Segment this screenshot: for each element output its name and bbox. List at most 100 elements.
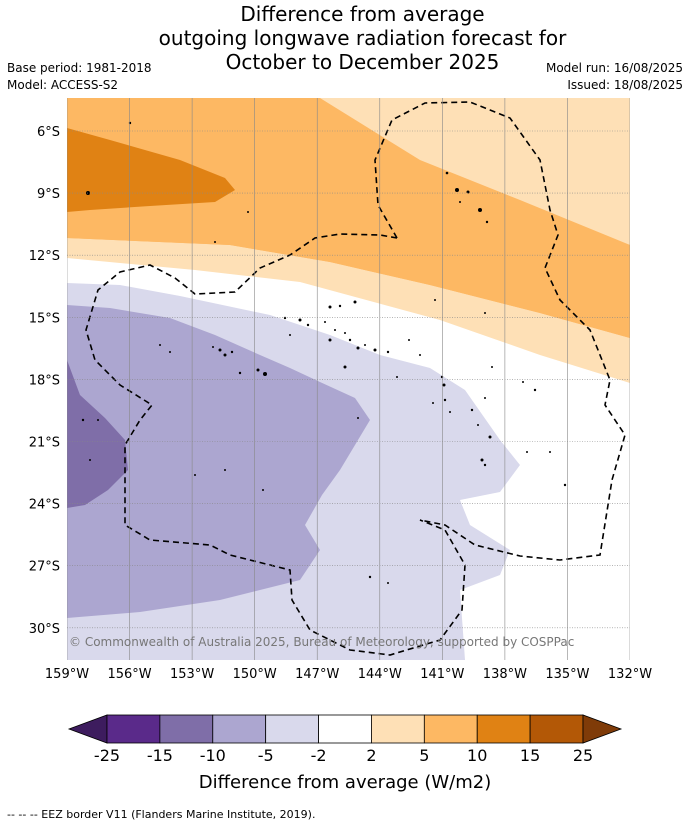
island xyxy=(373,348,377,352)
island xyxy=(459,201,461,203)
colorbar-tick-label: -2 xyxy=(311,746,327,765)
island xyxy=(484,312,486,314)
island xyxy=(549,451,551,453)
island xyxy=(387,582,389,584)
colorbar-high-extension xyxy=(582,714,623,744)
island xyxy=(224,469,226,471)
island xyxy=(526,451,528,453)
island xyxy=(419,354,421,356)
colorbar-segment xyxy=(371,714,425,744)
island xyxy=(483,463,487,467)
island xyxy=(128,121,132,125)
island xyxy=(356,346,360,350)
island xyxy=(466,190,470,194)
island xyxy=(563,483,567,487)
island xyxy=(283,316,287,320)
colorbar: -25 -15 -10 -5 -2 2 5 10 15 25 xyxy=(67,714,623,765)
lon-label: 150°W xyxy=(233,667,277,682)
island xyxy=(353,300,357,304)
model-name: Model: ACCESS-S2 xyxy=(7,78,119,92)
colorbar-tick-label: 5 xyxy=(419,746,429,765)
island xyxy=(432,402,434,404)
lon-label: 132°W xyxy=(608,667,652,682)
island xyxy=(230,350,234,354)
island xyxy=(214,241,216,243)
island xyxy=(289,334,291,336)
lat-label: 18°S xyxy=(29,373,60,388)
colorbar-segment xyxy=(318,714,372,744)
colorbar-segment xyxy=(265,714,319,744)
band-minus-5-to-minus-10 xyxy=(67,305,370,618)
longitude-labels: 159°W 156°W 153°W 150°W 147°W 144°W 141°W 138°W… xyxy=(45,667,652,682)
island xyxy=(97,419,99,421)
issued-date: Issued: 18/08/2025 xyxy=(567,78,683,92)
island xyxy=(449,411,451,413)
island xyxy=(194,474,196,476)
island xyxy=(488,435,492,439)
island xyxy=(306,323,310,327)
colorbar-segment xyxy=(529,714,584,744)
island xyxy=(238,371,242,375)
lat-label: 9°S xyxy=(37,187,60,202)
gridlines xyxy=(67,98,630,660)
lon-label: 138°W xyxy=(483,667,527,682)
island xyxy=(357,417,359,419)
island xyxy=(386,350,390,354)
colorbar-tick-label: -5 xyxy=(258,746,274,765)
island xyxy=(338,304,342,308)
island xyxy=(434,299,436,301)
island xyxy=(298,318,302,322)
title-line-3: October to December 2025 xyxy=(225,50,500,74)
island xyxy=(368,575,372,579)
island xyxy=(262,489,264,491)
island xyxy=(89,459,91,461)
eez-borders xyxy=(85,101,626,656)
lat-label: 24°S xyxy=(29,498,60,513)
map-title: Difference from average outgoing longwav… xyxy=(0,2,690,74)
model-run: Model run: 16/08/2025 xyxy=(545,61,683,75)
colorbar-tick-label: 2 xyxy=(366,746,376,765)
forecast-map: © Commonwealth of Australia 2025, Bureau… xyxy=(29,98,652,793)
island xyxy=(442,383,446,387)
anomaly-field: © Commonwealth of Australia 2025, Bureau… xyxy=(67,98,630,660)
colorbar-segment xyxy=(212,714,267,744)
island xyxy=(445,171,449,175)
island xyxy=(477,424,479,426)
island xyxy=(364,344,366,346)
island xyxy=(480,458,484,462)
lon-label: 135°W xyxy=(545,667,589,682)
island xyxy=(396,376,398,378)
island xyxy=(344,332,346,334)
lon-label: 141°W xyxy=(420,667,464,682)
island xyxy=(169,351,171,353)
islands xyxy=(81,121,567,584)
colorbar-tick-label: -25 xyxy=(94,746,120,765)
band-minus-10-to-minus-15 xyxy=(67,360,128,508)
band-5-to-10-fill xyxy=(67,98,630,338)
base-period: Base period: 1981-2018 xyxy=(7,61,152,75)
island xyxy=(212,346,214,348)
island xyxy=(223,353,227,357)
island xyxy=(328,305,332,309)
lat-label: 27°S xyxy=(29,560,60,575)
colorbar-tick-label: 15 xyxy=(520,746,540,765)
meta-right: Model run: 16/08/2025 Issued: 18/08/2025 xyxy=(546,60,683,94)
colorbar-tick-label: -15 xyxy=(147,746,173,765)
band-10-to-15 xyxy=(67,128,235,212)
title-line-1: Difference from average xyxy=(240,2,485,26)
island xyxy=(334,329,336,331)
island xyxy=(256,368,260,372)
latitude-labels: 6°S 9°S 12°S 15°S 18°S 21°S 24°S 27°S 30°S xyxy=(29,125,60,637)
lat-label: 12°S xyxy=(29,249,60,264)
island xyxy=(485,220,489,224)
colorbar-tick-label: 10 xyxy=(467,746,487,765)
island xyxy=(263,372,267,376)
colorbar-segment xyxy=(106,714,161,744)
colorbar-low-extension xyxy=(67,714,108,744)
island xyxy=(218,348,222,352)
island xyxy=(443,398,447,402)
lon-label: 159°W xyxy=(45,667,89,682)
lon-label: 147°W xyxy=(295,667,339,682)
lat-label: 30°S xyxy=(29,622,60,637)
eez-legend: -- -- -- EEZ border V11 (Flanders Marine… xyxy=(7,808,316,821)
